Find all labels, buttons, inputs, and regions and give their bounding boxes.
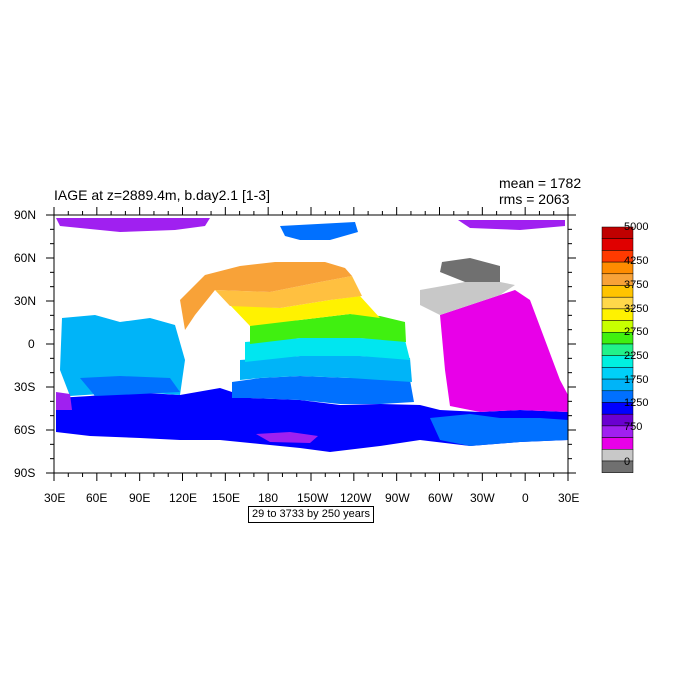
pacific-light-blue bbox=[240, 356, 412, 382]
lon-label-30e-right: 30E bbox=[558, 491, 580, 505]
plot-title: IAGE at z=2889.4m, b.day2.1 [1-3] bbox=[54, 187, 270, 203]
colorbar-swatch bbox=[601, 238, 634, 251]
arctic-purple-east bbox=[458, 220, 565, 230]
lon-label-30e: 30E bbox=[44, 491, 66, 505]
colorbar-swatch bbox=[601, 437, 634, 450]
lon-label-120e: 120E bbox=[169, 491, 198, 505]
colorbar-label-0: 0 bbox=[624, 456, 631, 468]
lat-label-60s: 60S bbox=[14, 423, 36, 437]
weddell-sea-light-blue bbox=[430, 414, 568, 446]
pacific-orange bbox=[180, 262, 352, 330]
arctic-blue-patch bbox=[280, 222, 358, 240]
colorbar-label-2250: 2250 bbox=[624, 350, 649, 362]
colorbar-swatch bbox=[601, 460, 634, 473]
lat-label-90n: 90N bbox=[14, 208, 37, 222]
colorbar bbox=[601, 226, 634, 473]
lat-label-60n: 60N bbox=[14, 251, 37, 265]
lon-label-180: 180 bbox=[258, 491, 279, 505]
pacific-mid-blue bbox=[232, 376, 414, 404]
colorbar-label-750: 750 bbox=[624, 421, 643, 433]
arctic-purple-west bbox=[56, 218, 210, 232]
lat-label-30s: 30S bbox=[14, 380, 36, 394]
colorbar-label-3750: 3750 bbox=[624, 279, 649, 291]
pacific-green bbox=[250, 314, 406, 344]
colorbar-label-3250: 3250 bbox=[624, 303, 649, 315]
colorbar-label-1750: 1750 bbox=[624, 374, 649, 386]
pacific-light-orange bbox=[215, 276, 362, 308]
lon-label-150w: 150W bbox=[297, 491, 329, 505]
colorbar-label-1250: 1250 bbox=[624, 397, 649, 409]
ocean-field bbox=[56, 218, 568, 452]
lat-label-90s: 90S bbox=[14, 466, 36, 480]
lat-label-30n: 30N bbox=[14, 294, 37, 308]
lon-label-90e: 90E bbox=[129, 491, 151, 505]
lon-label-150e: 150E bbox=[212, 491, 241, 505]
colorbar-label-5000: 5000 bbox=[624, 221, 649, 233]
lon-label-30w: 30W bbox=[470, 491, 495, 505]
contour-info-box: 29 to 3733 by 250 years bbox=[248, 506, 375, 523]
lat-label-0: 0 bbox=[28, 337, 35, 351]
indian-ocean-mid-blue bbox=[80, 376, 180, 396]
colorbar-label-2750: 2750 bbox=[624, 326, 649, 338]
rms-stat: rms = 2063 bbox=[499, 191, 570, 207]
atlantic-gray bbox=[420, 282, 515, 315]
pacific-yellow bbox=[230, 296, 380, 326]
lon-label-120w: 120W bbox=[340, 491, 372, 505]
lon-label-60w: 60W bbox=[428, 491, 453, 505]
lon-label-60e: 60E bbox=[86, 491, 108, 505]
atlantic-magenta bbox=[440, 290, 568, 412]
ross-sea-magenta bbox=[256, 432, 318, 443]
axis-ticks bbox=[46, 207, 576, 481]
indian-ocean-light-blue bbox=[60, 315, 185, 396]
mean-stat: mean = 1782 bbox=[499, 175, 582, 191]
indian-purple-edge bbox=[56, 392, 72, 410]
lon-label-0: 0 bbox=[522, 491, 529, 505]
atlantic-dark-gray bbox=[440, 258, 500, 282]
pacific-cyan bbox=[245, 338, 410, 362]
colorbar-label-4250: 4250 bbox=[624, 255, 649, 267]
lon-label-90w: 90W bbox=[385, 491, 410, 505]
